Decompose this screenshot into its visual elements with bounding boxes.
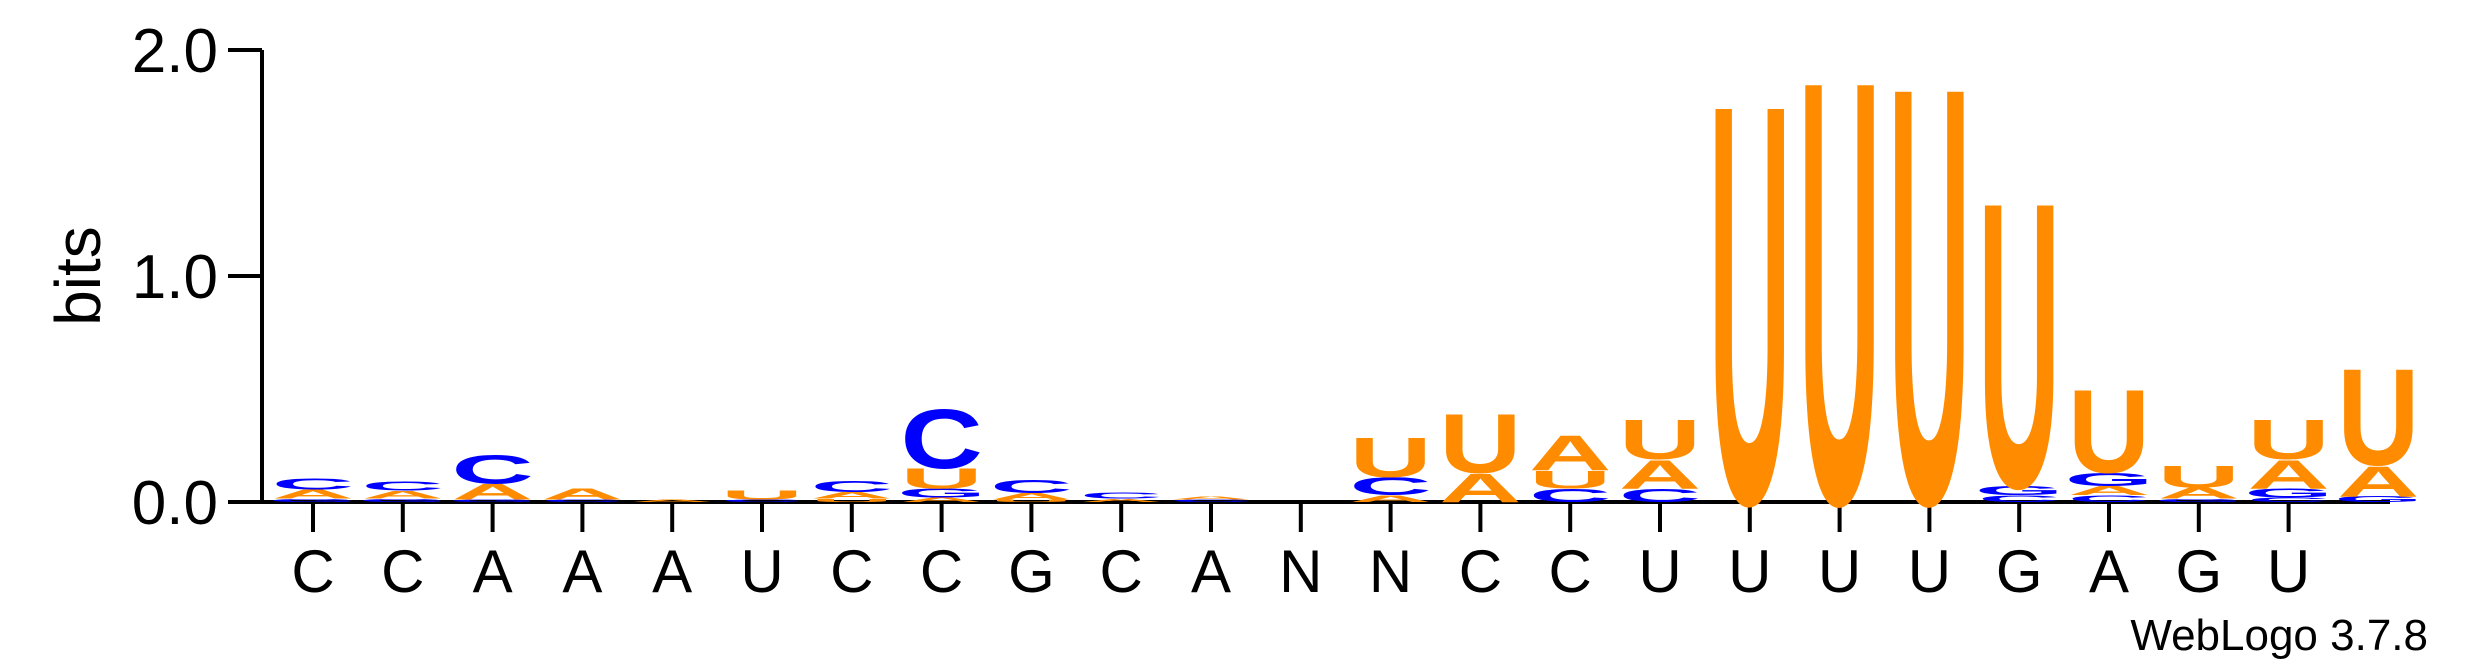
- x-tick-label: C: [381, 538, 424, 605]
- logo-letter-c: C: [2247, 496, 2329, 503]
- logo-letter-g: G: [359, 498, 448, 503]
- logo-letter-u: U: [1349, 427, 1431, 490]
- x-tick-label: C: [920, 538, 963, 605]
- logo-letter-a: A: [451, 480, 533, 504]
- x-tick-label: A: [562, 538, 602, 605]
- y-tick-label: 2.0: [132, 17, 218, 86]
- logo-letter-c: C: [1349, 473, 1431, 501]
- logo-letter-u: U: [1439, 397, 1521, 492]
- logo-letter-c: C: [362, 480, 444, 494]
- logo-letter-a: A: [1349, 494, 1431, 504]
- logo-letter-g: G: [269, 498, 358, 503]
- x-tick-label: G: [1996, 538, 2043, 605]
- logo-letter-a: A: [2068, 484, 2150, 498]
- logo-letter-a: A: [272, 487, 354, 501]
- logo-letter-g: G: [1975, 484, 2064, 498]
- y-tick-label: 1.0: [132, 243, 218, 312]
- x-tick-label: C: [1100, 538, 1143, 605]
- logo-letter-u: U: [990, 499, 1072, 503]
- logo-letter-a: A: [990, 491, 1072, 501]
- x-tick-label: A: [2089, 538, 2129, 605]
- logo-letter-a: A: [2337, 457, 2419, 506]
- logo-letter-u: U: [1619, 409, 1701, 472]
- logo-letter-g: G: [2334, 495, 2423, 504]
- logo-letter-u: U: [2158, 459, 2240, 494]
- x-tick-label: C: [291, 538, 334, 605]
- y-tick-label: 0.0: [132, 469, 218, 538]
- logo-letter-c: C: [272, 475, 354, 493]
- logo-letter-c: C: [1978, 494, 2060, 504]
- logo-letter-a: A: [811, 490, 893, 500]
- x-tick-label: U: [1728, 538, 1771, 605]
- logo-letter-a: A: [1529, 425, 1611, 481]
- logo-letter-a: A: [631, 499, 713, 503]
- x-tick-label: U: [740, 538, 783, 605]
- logo-letter-c: C: [2068, 494, 2150, 504]
- logo-letter-u: U: [1888, 0, 1970, 628]
- logo-letter-g: G: [448, 499, 537, 503]
- logo-letter-u: U: [721, 489, 803, 503]
- x-tick-label: C: [1549, 538, 1592, 605]
- x-tick-label: A: [1191, 538, 1231, 605]
- logo-letter-c: C: [1619, 485, 1701, 506]
- logo-letter-u: U: [900, 463, 982, 495]
- logo-letter-a: A: [541, 485, 623, 503]
- logo-letter-a: A: [2247, 452, 2329, 497]
- logo-letter-u: U: [1798, 0, 1880, 631]
- x-tick-label: U: [2267, 538, 2310, 605]
- logo-letter-u: U: [2337, 339, 2419, 494]
- logo-letter-u: U: [1978, 118, 2060, 573]
- x-tick-label: C: [830, 538, 873, 605]
- weblogo-credit: WebLogo 3.7.8: [2130, 611, 2428, 660]
- logo-letter-a: A: [2158, 485, 2240, 503]
- x-tick-label: N: [1369, 538, 1412, 605]
- logo-letter-c: C: [1170, 499, 1252, 503]
- x-tick-label: A: [652, 538, 692, 605]
- x-tick-label: U: [1638, 538, 1681, 605]
- y-axis-ticks: 0.0 1.0 2.0: [132, 17, 262, 538]
- logo-letter-c: C: [1080, 492, 1162, 501]
- logo-letter-a: A: [1619, 452, 1701, 497]
- logo-letter-g: G: [2065, 469, 2154, 490]
- x-tick-label: N: [1279, 538, 1322, 605]
- logo-letter-a: A: [1439, 466, 1521, 511]
- logo-letter-g: G: [2244, 486, 2333, 500]
- x-tick-label: C: [1459, 538, 1502, 605]
- logo-letter-a: A: [1170, 496, 1252, 501]
- x-tick-label: G: [2175, 538, 2222, 605]
- logo-letter-c: C: [900, 392, 982, 487]
- logo-letter-u: U: [1529, 466, 1611, 494]
- logo-letter-c: C: [541, 499, 623, 503]
- logo-letter-a: A: [1080, 498, 1162, 503]
- x-tick-label: G: [1008, 538, 1055, 605]
- logo-letter-c: C: [721, 499, 803, 503]
- logo-letter-u: U: [2068, 364, 2150, 498]
- x-tick-label: U: [1818, 538, 1861, 605]
- logo-letter-g: G: [897, 486, 986, 500]
- logo-letter-u: U: [2247, 409, 2329, 472]
- logo-letter-u: U: [1709, 0, 1791, 624]
- logo-letter-a: A: [900, 496, 982, 503]
- logo-letter-u: U: [811, 498, 893, 503]
- logo-letter-c: C: [990, 476, 1072, 497]
- logo-letter-g: G: [2155, 498, 2244, 503]
- logo-letter-a: A: [362, 489, 444, 501]
- y-axis-label: bits: [42, 226, 114, 326]
- logo-letter-c: C: [811, 478, 893, 496]
- x-tick-label: A: [473, 538, 513, 605]
- x-tick-label: U: [1908, 538, 1951, 605]
- logo-letter-c: C: [1529, 485, 1611, 506]
- logo-letter-c: C: [451, 447, 533, 492]
